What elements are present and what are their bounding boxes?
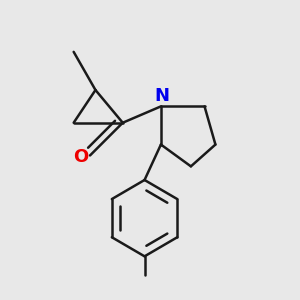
Text: N: N — [155, 87, 170, 105]
Text: O: O — [73, 148, 88, 166]
